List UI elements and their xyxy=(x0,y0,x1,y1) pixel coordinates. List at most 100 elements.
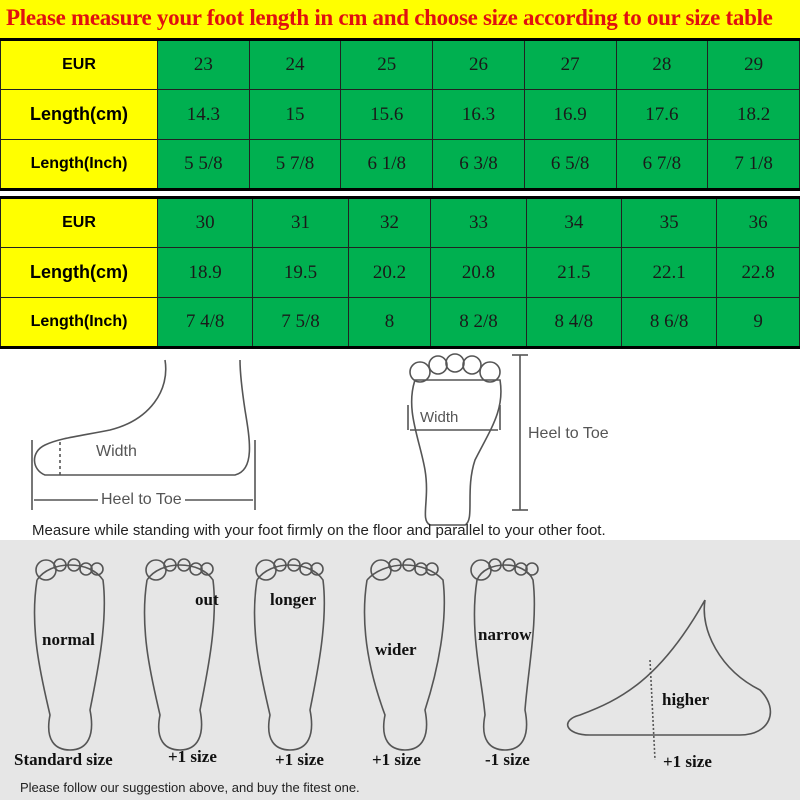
table-row: EUR 23 24 25 26 27 28 29 xyxy=(0,39,800,90)
toe-outline xyxy=(488,558,502,572)
table-cell: 25 xyxy=(340,39,434,90)
table-cell: 6 3/8 xyxy=(432,139,525,190)
foot-type-higher: higher xyxy=(662,690,710,709)
table-row: EUR 30 31 32 33 34 35 36 xyxy=(0,197,800,248)
toe-outline xyxy=(402,558,416,572)
table-cell: 23 xyxy=(157,39,250,90)
toe-outline xyxy=(67,558,81,572)
table-cell: 24 xyxy=(248,39,342,90)
foot-type-longer: longer xyxy=(270,590,317,609)
table-cell: 35 xyxy=(620,197,718,248)
table-cell: 15.6 xyxy=(340,89,434,140)
toe-outline xyxy=(287,558,301,572)
toe-outline xyxy=(470,559,492,581)
top-heel-label: Heel to Toe xyxy=(528,425,609,442)
table-cell: 8 4/8 xyxy=(525,297,622,348)
table-cell: 31 xyxy=(252,197,349,248)
foot-type-narrow: narrow xyxy=(478,625,532,644)
foot-outlines xyxy=(30,353,770,554)
toe-outline xyxy=(273,558,287,572)
size-advice: Standard size xyxy=(14,750,113,769)
foot-type-wider: wider xyxy=(375,640,417,659)
size-advice: +1 size xyxy=(372,750,421,769)
table-cell: 18.9 xyxy=(156,247,254,298)
table-cell: 8 xyxy=(347,297,432,348)
table-cell: 14.3 xyxy=(157,89,250,140)
toe-outline xyxy=(299,562,313,576)
table-cell: 17.6 xyxy=(615,89,709,140)
table-cell: 20.2 xyxy=(347,247,432,298)
foot-type-out: out xyxy=(195,590,219,609)
table-cell: 22.8 xyxy=(716,247,800,298)
table-cell: 28 xyxy=(615,39,709,90)
table-cell: 36 xyxy=(716,197,800,248)
toe-outline xyxy=(200,562,214,576)
row-label: Length(Inch) xyxy=(0,139,158,190)
toe-outline xyxy=(90,562,104,576)
toe-outline xyxy=(145,559,167,581)
table-cell: 7 4/8 xyxy=(156,297,254,348)
table-cell: 18.2 xyxy=(707,89,800,140)
toe-outline xyxy=(35,559,57,581)
table-cell: 7 1/8 xyxy=(707,139,800,190)
side-heel-label: Heel to Toe xyxy=(98,491,185,509)
footer-text: Please follow our suggestion above, and … xyxy=(20,780,360,795)
size-advice: -1 size xyxy=(485,750,530,769)
table-cell: 16.9 xyxy=(523,89,617,140)
foot-outline xyxy=(473,564,536,751)
size-table-2: EUR 30 31 32 33 34 35 36 Length(cm) 18.9 19.5 20.2 2… xyxy=(0,196,800,349)
toe-outline xyxy=(177,558,191,572)
foot-type-normal: normal xyxy=(42,630,95,649)
table-row: Length(Inch) 7 4/8 7 5/8 8 8 2/8 8 4/8 8 6/8 9 xyxy=(0,297,800,348)
row-label: Length(cm) xyxy=(0,247,158,298)
table-cell: 6 7/8 xyxy=(615,139,709,190)
table-cell: 27 xyxy=(523,39,617,90)
table-cell: 16.3 xyxy=(432,89,525,140)
toe-outline xyxy=(79,562,93,576)
table-cell: 33 xyxy=(430,197,527,248)
foot-type-outlines xyxy=(33,558,772,761)
toe-outline xyxy=(388,558,402,572)
table-cell: 32 xyxy=(347,197,432,248)
foot-outline xyxy=(33,564,106,751)
foot-outline xyxy=(363,564,446,751)
foot-type-guide: normal Standard size out +1 size longer +1 si… xyxy=(0,540,800,800)
toe-outline xyxy=(53,558,67,572)
table-cell: 5 7/8 xyxy=(248,139,342,190)
toe-outline xyxy=(525,562,539,576)
table-cell: 9 xyxy=(716,297,800,348)
side-width-label: Width xyxy=(96,443,137,460)
table-cell: 20.8 xyxy=(430,247,527,298)
toe-outline xyxy=(255,559,277,581)
table-cell: 6 1/8 xyxy=(340,139,434,190)
table-cell: 15 xyxy=(248,89,342,140)
table-cell: 34 xyxy=(525,197,622,248)
table-cell: 22.1 xyxy=(620,247,718,298)
table-row: Length(Inch) 5 5/8 5 7/8 6 1/8 6 3/8 6 5/8 6 7… xyxy=(0,139,800,190)
toe-outline xyxy=(502,558,516,572)
table-cell: 19.5 xyxy=(252,247,349,298)
row-label: EUR xyxy=(0,197,158,248)
toe-outline xyxy=(163,558,177,572)
size-advice: +1 size xyxy=(663,752,712,771)
table-cell: 6 5/8 xyxy=(523,139,617,190)
table-cell: 30 xyxy=(156,197,254,248)
table-row: Length(cm) 18.9 19.5 20.2 20.8 21.5 22.1 22.8 xyxy=(0,247,800,298)
instruction-text: Measure while standing with your foot fi… xyxy=(32,522,606,539)
size-table-1: EUR 23 24 25 26 27 28 29 Length(cm) 14.3 15 15.6 16.… xyxy=(0,38,800,191)
toe-outline xyxy=(189,562,203,576)
toe-outline xyxy=(310,562,324,576)
size-advice: +1 size xyxy=(275,750,324,769)
row-label: Length(cm) xyxy=(0,89,158,140)
toe-outline xyxy=(414,562,428,576)
row-label: EUR xyxy=(0,39,158,90)
table-cell: 5 5/8 xyxy=(157,139,250,190)
page-title: Please measure your foot length in cm an… xyxy=(0,0,800,38)
top-width-label: Width xyxy=(420,409,459,426)
size-advice: +1 size xyxy=(168,747,217,766)
table-cell: 29 xyxy=(707,39,800,90)
table-cell: 8 2/8 xyxy=(430,297,527,348)
toe-outline xyxy=(425,562,439,576)
table-cell: 26 xyxy=(432,39,525,90)
toe-outline xyxy=(514,562,528,576)
